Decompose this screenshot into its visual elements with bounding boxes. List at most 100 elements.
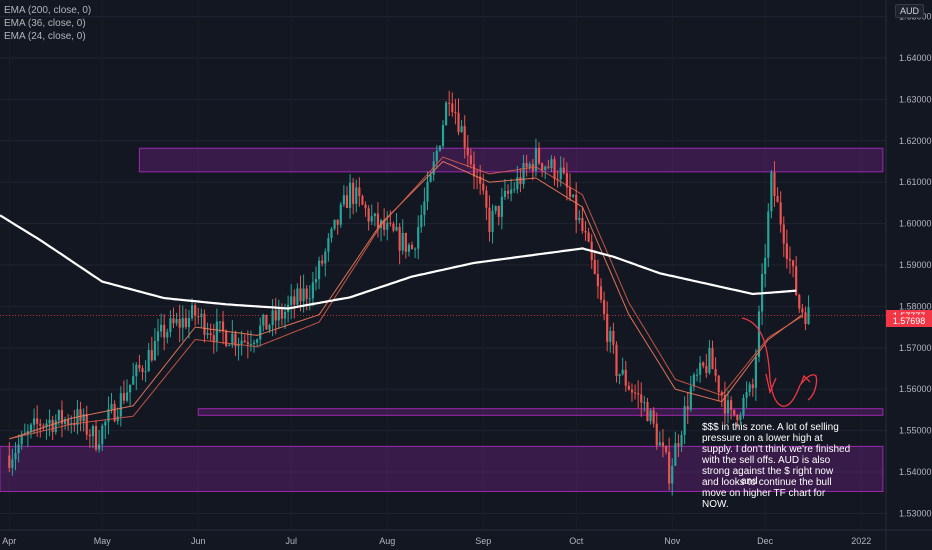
candle-body xyxy=(234,333,237,347)
candle-body xyxy=(367,208,370,222)
candle-body xyxy=(39,423,42,426)
candle-body xyxy=(153,341,156,361)
candle-body xyxy=(383,220,386,230)
analysis-note: $$$ in this zone. A lot of selling press… xyxy=(702,422,851,510)
zone-supply xyxy=(138,147,884,173)
candle-body xyxy=(674,443,677,466)
y-tick-label: 1.55000 xyxy=(899,426,932,436)
candle-body xyxy=(82,414,85,422)
candle-body xyxy=(664,446,668,452)
candle-body xyxy=(104,421,107,426)
candle-body xyxy=(748,384,751,393)
candle-body xyxy=(596,273,599,287)
candle-body xyxy=(686,406,689,410)
candle-body xyxy=(94,426,98,450)
candle-body xyxy=(221,321,225,332)
candle-body xyxy=(355,187,358,204)
candle-body xyxy=(485,190,488,208)
y-tick-label: 1.57000 xyxy=(899,343,932,353)
candle-body xyxy=(699,362,702,375)
candle-body xyxy=(454,112,457,114)
candle-body xyxy=(683,406,686,435)
candle-body xyxy=(733,409,736,415)
candle-body xyxy=(169,318,172,333)
candle-body xyxy=(376,213,380,228)
candle-body xyxy=(522,163,525,185)
zone-demand-small xyxy=(197,408,884,416)
candle-body xyxy=(534,148,538,171)
candle-body xyxy=(147,350,150,372)
candle-body xyxy=(621,369,624,375)
candle-body xyxy=(606,313,609,342)
candle-body xyxy=(138,364,141,369)
candle-body xyxy=(308,298,311,300)
candle-body xyxy=(299,288,302,302)
candle-body xyxy=(57,410,60,421)
candle-body xyxy=(302,288,305,302)
candle-body xyxy=(305,288,308,299)
candle-body xyxy=(528,163,531,168)
candle-body xyxy=(395,226,398,231)
candle-body xyxy=(311,282,314,299)
candle-body xyxy=(410,244,414,249)
candle-body xyxy=(23,433,26,435)
legend-ema24[interactable]: EMA (24, close, 0) xyxy=(4,31,86,42)
candle-body xyxy=(745,392,748,398)
candle-body xyxy=(79,409,82,422)
candle-body xyxy=(612,331,615,345)
candles xyxy=(8,90,810,496)
candle-body xyxy=(668,451,671,484)
projection-annotation xyxy=(741,317,818,407)
candle-body xyxy=(67,419,70,425)
candle-body xyxy=(290,296,293,305)
candle-body xyxy=(246,342,249,345)
candle-body xyxy=(8,455,11,468)
candle-body xyxy=(544,166,547,171)
grid xyxy=(0,16,886,514)
candle-body xyxy=(658,442,661,446)
currency-label[interactable]: AUD xyxy=(895,4,925,18)
candle-body xyxy=(633,392,637,394)
candle-body xyxy=(249,344,253,346)
candle-body xyxy=(330,228,333,239)
projection-arrow-down xyxy=(765,373,777,395)
candle-body xyxy=(627,385,630,390)
candle-body xyxy=(426,181,429,202)
legend-ema200[interactable]: EMA (200, close, 0) xyxy=(4,5,92,16)
candle-body xyxy=(791,260,795,267)
candle-body xyxy=(262,314,265,326)
zones xyxy=(0,147,884,492)
candle-body xyxy=(206,333,209,335)
legend-ema36[interactable]: EMA (36, close, 0) xyxy=(4,18,86,29)
x-tick-label: Jun xyxy=(191,536,206,546)
projection-curve xyxy=(741,317,801,407)
candle-body xyxy=(156,331,160,342)
candle-body xyxy=(317,260,321,280)
candle-body xyxy=(225,331,228,347)
ema36-line xyxy=(9,156,803,440)
candle-body xyxy=(736,414,739,421)
candle-body xyxy=(197,316,200,318)
candle-body xyxy=(767,211,770,258)
candle-body xyxy=(339,204,342,225)
candle-body xyxy=(689,386,692,410)
candle-body xyxy=(32,418,36,425)
candle-body xyxy=(661,442,665,447)
candle-body xyxy=(547,166,550,169)
candle-body xyxy=(466,147,469,156)
candle-body xyxy=(788,258,792,261)
candle-body xyxy=(63,419,67,424)
candle-body xyxy=(184,318,187,328)
candle-body xyxy=(779,202,782,225)
candle-body xyxy=(414,248,417,250)
candle-body xyxy=(630,389,634,393)
y-tick-label: 1.63000 xyxy=(899,94,932,104)
candle-body xyxy=(559,167,562,180)
candle-body xyxy=(314,279,318,283)
y-tick-label: 1.61000 xyxy=(899,177,932,187)
candle-body xyxy=(228,345,231,347)
candle-body xyxy=(463,126,466,148)
y-tick-label: 1.60000 xyxy=(899,219,932,229)
candle-body xyxy=(240,340,243,345)
